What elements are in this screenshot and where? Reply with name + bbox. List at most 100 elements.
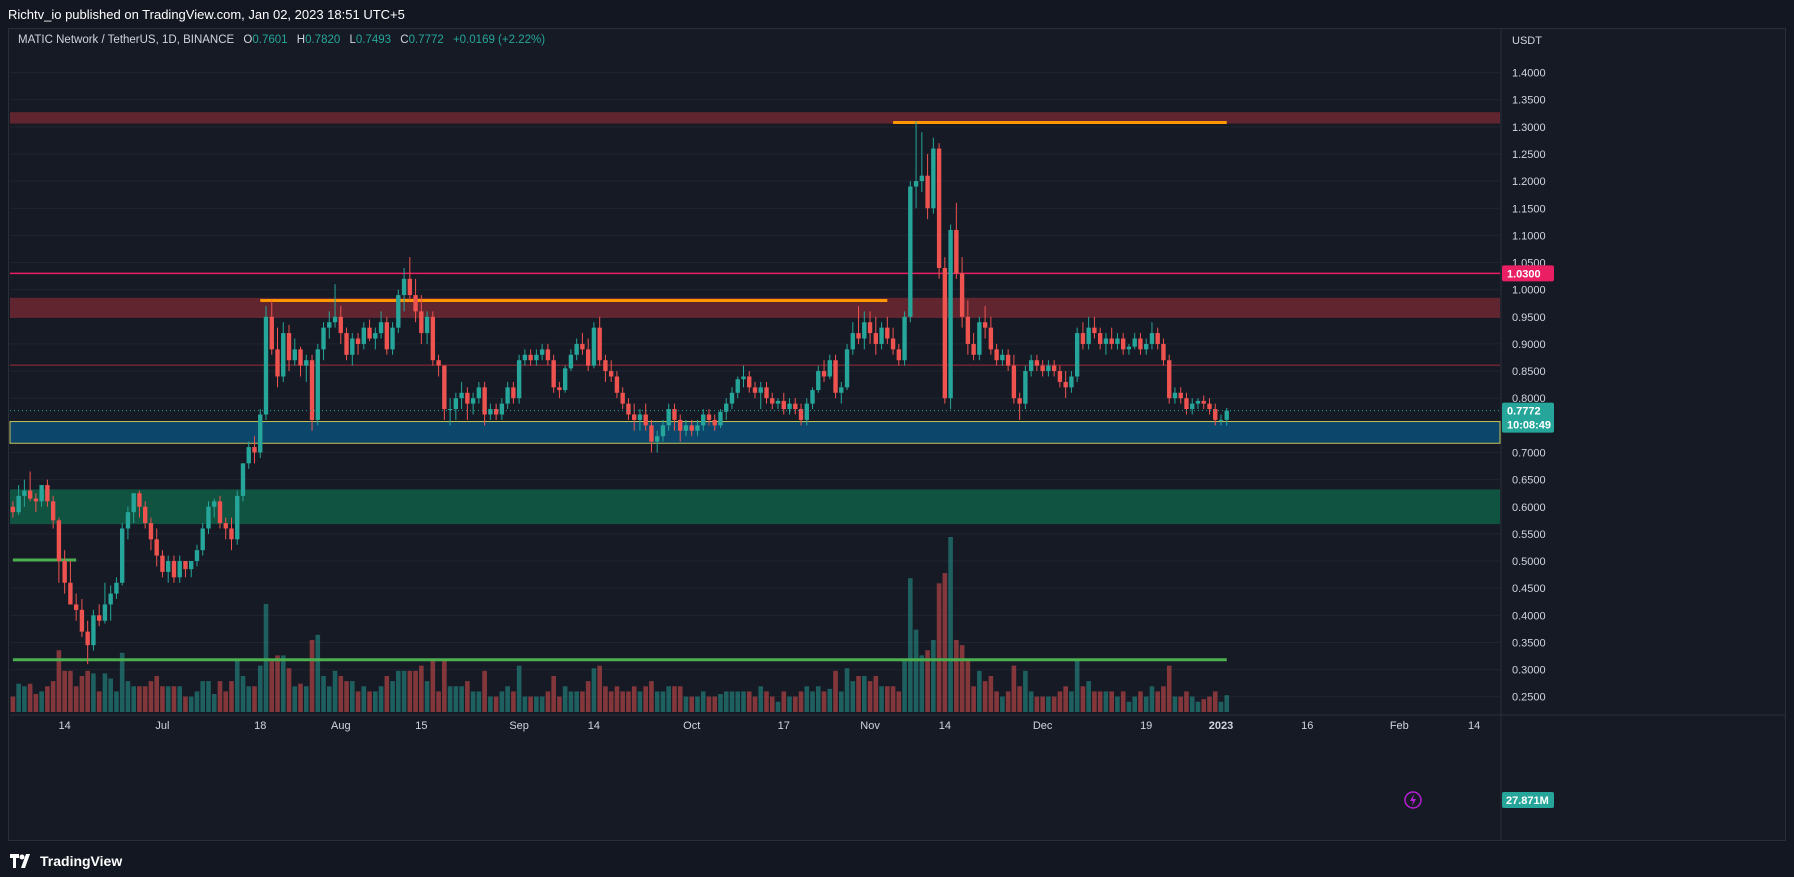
candle[interactable] (447, 398, 453, 426)
candle[interactable] (724, 398, 729, 420)
candle[interactable] (781, 392, 786, 415)
candle[interactable] (27, 471, 33, 502)
candle[interactable] (1195, 398, 1201, 410)
candle[interactable] (879, 322, 884, 350)
candle[interactable] (752, 381, 758, 399)
candle[interactable] (1103, 333, 1109, 355)
candle[interactable] (844, 343, 850, 391)
candle[interactable] (988, 316, 994, 355)
candle[interactable] (73, 593, 79, 621)
candle[interactable] (741, 365, 746, 388)
candle[interactable] (1126, 343, 1132, 355)
candle[interactable] (223, 517, 228, 540)
candle[interactable] (1069, 371, 1074, 393)
candle[interactable] (275, 327, 280, 388)
candle[interactable] (119, 523, 125, 586)
candle[interactable] (608, 360, 614, 382)
candle[interactable] (919, 132, 925, 192)
candle[interactable] (718, 409, 723, 429)
candle[interactable] (143, 501, 148, 529)
candle[interactable] (528, 349, 533, 366)
candle[interactable] (39, 485, 44, 507)
candle[interactable] (908, 181, 913, 323)
candle[interactable] (522, 349, 528, 366)
candle[interactable] (1172, 387, 1178, 404)
time-axis[interactable]: 14 Jul 18 Aug 15 Sep 14 Oct 17 Nov 14 Dec 19 2023 16 Fe… (59, 720, 1481, 732)
candle[interactable] (810, 387, 815, 410)
candle[interactable] (1184, 392, 1189, 415)
candle[interactable] (194, 544, 200, 567)
candle[interactable] (419, 295, 424, 344)
candle[interactable] (453, 392, 459, 420)
candle[interactable] (896, 343, 902, 366)
candle[interactable] (977, 316, 982, 361)
candle[interactable] (1161, 338, 1166, 366)
candle[interactable] (154, 528, 159, 567)
candle[interactable] (102, 582, 108, 624)
candle[interactable] (678, 414, 683, 442)
candle[interactable] (367, 319, 372, 342)
candle[interactable] (867, 311, 873, 344)
candle[interactable] (488, 403, 493, 420)
candle[interactable] (396, 289, 401, 334)
candle[interactable] (729, 387, 735, 410)
tradingview-footer[interactable]: TradingView (10, 851, 122, 871)
candle[interactable] (493, 403, 499, 420)
candle[interactable] (68, 561, 73, 605)
candle[interactable] (1144, 338, 1149, 355)
candle[interactable] (189, 561, 194, 578)
candle[interactable] (344, 327, 349, 361)
candle[interactable] (125, 506, 131, 540)
candle[interactable] (16, 485, 21, 515)
candle[interactable] (1057, 365, 1063, 388)
candle[interactable] (850, 322, 855, 355)
candle[interactable] (816, 365, 821, 393)
candle[interactable] (821, 360, 827, 382)
candle[interactable] (885, 316, 890, 344)
candle[interactable] (591, 322, 597, 369)
candle[interactable] (913, 121, 919, 209)
candle[interactable] (1080, 322, 1086, 350)
candle[interactable] (672, 403, 677, 431)
candle[interactable] (936, 143, 942, 279)
candle[interactable] (1005, 349, 1011, 372)
candle[interactable] (603, 354, 608, 382)
candle[interactable] (706, 409, 712, 426)
candle[interactable] (338, 305, 343, 344)
candle[interactable] (459, 381, 464, 410)
candle[interactable] (562, 365, 568, 393)
candle[interactable] (735, 376, 740, 399)
candle[interactable] (798, 403, 804, 426)
candle[interactable] (200, 523, 205, 556)
candle[interactable] (793, 398, 798, 415)
candle[interactable] (465, 387, 470, 420)
candle[interactable] (959, 257, 965, 328)
candle[interactable] (327, 311, 332, 339)
candle[interactable] (252, 436, 257, 464)
candle[interactable] (286, 324, 292, 372)
candle[interactable] (971, 333, 976, 361)
candle[interactable] (355, 333, 361, 355)
candle[interactable] (655, 430, 660, 453)
candle[interactable] (413, 278, 418, 323)
candle[interactable] (401, 267, 407, 312)
candle[interactable] (424, 311, 430, 344)
candle[interactable] (1218, 414, 1224, 426)
candle[interactable] (430, 311, 436, 366)
candle[interactable] (643, 403, 648, 431)
candle[interactable] (649, 419, 654, 453)
candle[interactable] (1034, 354, 1040, 372)
candle[interactable] (91, 609, 96, 651)
candle[interactable] (229, 517, 234, 551)
candle[interactable] (304, 354, 309, 382)
candle[interactable] (1155, 327, 1160, 350)
candle[interactable] (712, 414, 717, 431)
candle[interactable] (954, 202, 959, 279)
candle[interactable] (269, 300, 274, 355)
candle[interactable] (476, 381, 482, 404)
candle[interactable] (942, 257, 948, 404)
candle[interactable] (235, 490, 240, 545)
candle[interactable] (108, 585, 113, 621)
candle[interactable] (160, 550, 165, 578)
